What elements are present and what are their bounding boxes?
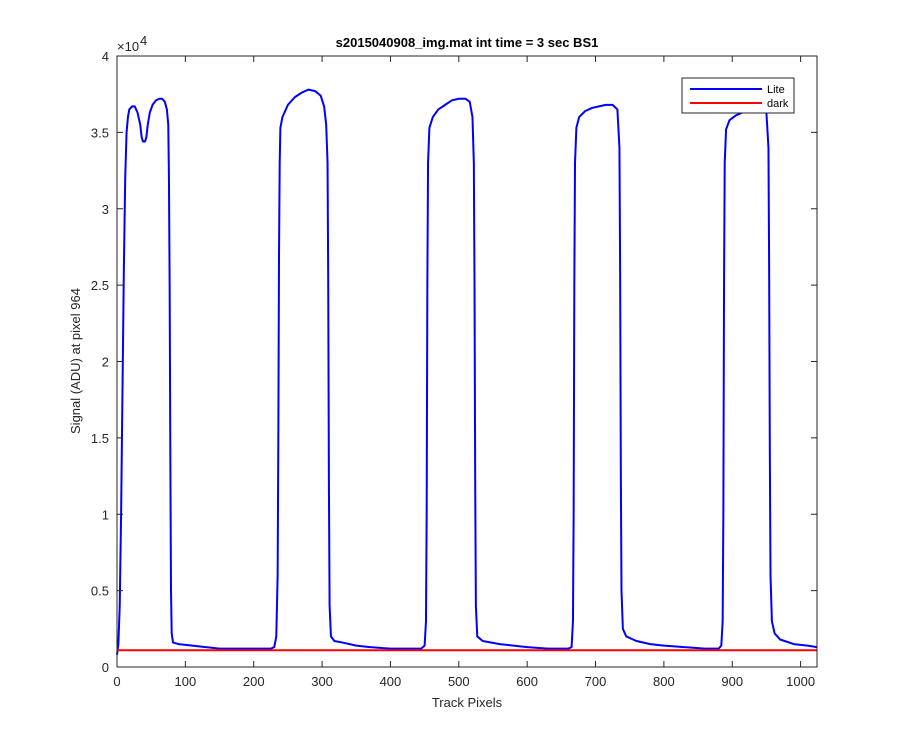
x-tick-label: 800 [653,674,675,689]
x-tick-label: 100 [175,674,197,689]
x-tick-label: 900 [721,674,743,689]
series-line-lite [116,88,818,655]
legend-box [681,77,795,114]
legend: Lite dark [681,77,795,114]
x-axis: 0 100 200 300 400 500 600 700 800 900 1000 [113,56,815,689]
plot-area [117,56,817,667]
legend-label-dark: dark [767,98,789,110]
y-tick-label: 2 [102,355,109,370]
y-tick-label: 1.5 [91,431,109,446]
y-tick-label: 0.5 [91,584,109,599]
x-tick-label: 700 [585,674,607,689]
x-tick-label: 200 [243,674,265,689]
y-multiplier-base: ×10 [117,39,139,54]
y-tick-label: 4 [102,49,109,64]
y-axis: 0 0.5 1 1.5 2 2.5 3 3.5 4 [91,49,817,675]
y-tick-label: 0 [102,660,109,675]
y-tick-label: 1 [102,507,109,522]
x-tick-label: 300 [311,674,333,689]
y-tick-label: 3.5 [91,125,109,140]
x-tick-label: 1000 [786,674,815,689]
y-multiplier-exponent: 4 [140,33,147,48]
series-layer [116,88,818,655]
y-axis-label: Signal (ADU) at pixel 964 [68,288,83,434]
legend-label-lite: Lite [767,84,785,96]
y-tick-label: 2.5 [91,278,109,293]
x-tick-label: 600 [516,674,538,689]
y-tick-label: 3 [102,202,109,217]
x-axis-label: Track Pixels [432,695,503,710]
chart-title: s2015040908_img.mat int time = 3 sec BS1 [336,35,599,50]
x-tick-label: 0 [113,674,120,689]
x-tick-label: 500 [448,674,470,689]
x-tick-label: 400 [380,674,402,689]
